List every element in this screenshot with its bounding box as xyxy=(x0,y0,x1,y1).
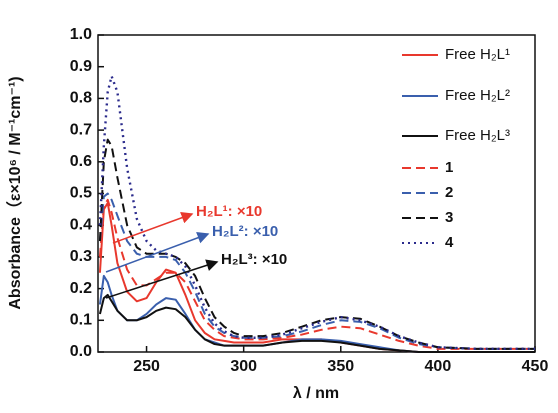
y-tick-label: 0.1 xyxy=(70,312,92,329)
legend-label: 3 xyxy=(445,209,453,226)
y-axis-title: Absorbance（ε×10⁶ / M⁻¹cm⁻¹) xyxy=(6,76,24,309)
x-tick-label: 350 xyxy=(327,358,354,375)
data-line xyxy=(98,75,535,351)
annotation-arrow xyxy=(112,211,194,244)
x-tick-label: 300 xyxy=(230,358,257,375)
y-tick-label: 0.4 xyxy=(70,216,92,233)
x-tick-label: 250 xyxy=(133,358,160,375)
y-tick-label: 1.0 xyxy=(70,26,92,43)
data-line xyxy=(98,192,535,350)
y-tick-label: 0.5 xyxy=(70,185,92,202)
data-line xyxy=(98,202,535,353)
legend-label: 2 xyxy=(445,184,453,201)
data-line xyxy=(98,198,535,350)
y-tick-label: 0.8 xyxy=(70,90,92,107)
data-line xyxy=(98,138,535,350)
legend-label: 1 xyxy=(445,159,453,176)
y-tick-label: 0.7 xyxy=(70,121,92,138)
legend-label: Free H₂L³ xyxy=(445,127,510,144)
annotation: H₂L¹: ×10 xyxy=(196,203,262,220)
y-tick-label: 0.6 xyxy=(70,153,92,170)
y-tick-label: 0.9 xyxy=(70,58,92,75)
data-line xyxy=(98,293,535,353)
legend-label: Free H₂L¹ xyxy=(445,46,510,63)
annotation: H₂L²: ×10 xyxy=(212,223,278,240)
y-tick-label: 0.3 xyxy=(70,248,92,265)
y-tick-label: 0.0 xyxy=(70,343,92,360)
x-tick-label: 400 xyxy=(425,358,452,375)
annotation-arrow xyxy=(105,259,219,299)
annotation-arrow xyxy=(105,232,210,273)
x-tick-label: 450 xyxy=(522,358,549,375)
annotation: H₂L³: ×10 xyxy=(221,251,287,268)
legend-label: Free H₂L² xyxy=(445,87,510,104)
x-axis-title: λ / nm xyxy=(293,385,339,402)
y-tick-label: 0.2 xyxy=(70,280,92,297)
plot-frame xyxy=(97,34,536,353)
legend-label: 4 xyxy=(445,234,454,251)
